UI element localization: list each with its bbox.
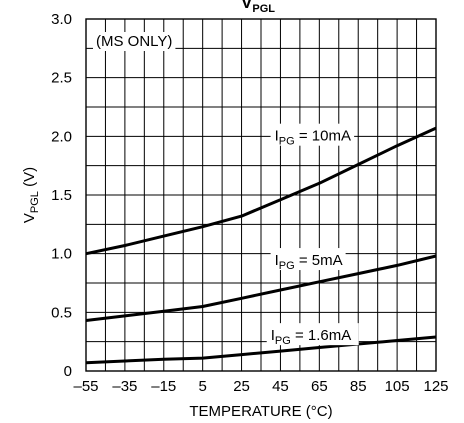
chart-title: VPGL (241, 0, 275, 15)
y-tick-label: 1.0 (51, 246, 72, 263)
series-labels: IPG = 10mA IPG = 5mA IPG = 1.6mA (266, 123, 359, 347)
x-tick-label: 25 (233, 378, 250, 395)
series-label-1: IPG = 5mA (275, 252, 343, 272)
series-layer (85, 126, 437, 365)
series-line-0 (85, 126, 437, 256)
x-tick-label: 65 (311, 378, 328, 395)
grid (86, 19, 436, 371)
x-tick-label: 5 (198, 378, 206, 395)
x-tick-label: 105 (385, 378, 410, 395)
series-line-1 (85, 254, 437, 322)
series-line-2 (85, 335, 437, 365)
ms-only-note: (MS ONLY) (96, 33, 172, 50)
y-tick-label: 2.0 (51, 128, 72, 145)
x-tick-label: –15 (151, 378, 176, 395)
y-tick-label: 1.5 (51, 187, 72, 204)
series-label-2: IPG = 1.6mA (271, 327, 352, 347)
y-tick-label: 3.0 (51, 11, 72, 28)
y-tick-label: 2.5 (51, 70, 72, 87)
y-tick-label: 0 (64, 363, 72, 380)
series-label-bg-1 (270, 248, 346, 271)
y-axis-label: VPGL (V) (21, 167, 41, 223)
x-tick-label: 85 (350, 378, 367, 395)
series-label-bg-0 (270, 123, 355, 146)
x-tick-label: 45 (272, 378, 289, 395)
y-tick-label: 0.5 (51, 304, 72, 321)
ms-only-note-bg (93, 32, 176, 51)
x-tick-label: –55 (73, 378, 98, 395)
x-axis-label: TEMPERATURE (°C) (189, 403, 332, 420)
tick-layer: 0 0.5 1.0 1.5 2.0 2.5 3.0 –55 –35 –15 5 25 45 65 85 105… (51, 11, 448, 395)
x-tick-label: 125 (423, 378, 448, 395)
x-tick-label: –35 (112, 378, 137, 395)
plot-frame (85, 18, 437, 372)
series-label-bg-2 (266, 323, 359, 346)
series-label-0: IPG = 10mA (275, 128, 351, 148)
